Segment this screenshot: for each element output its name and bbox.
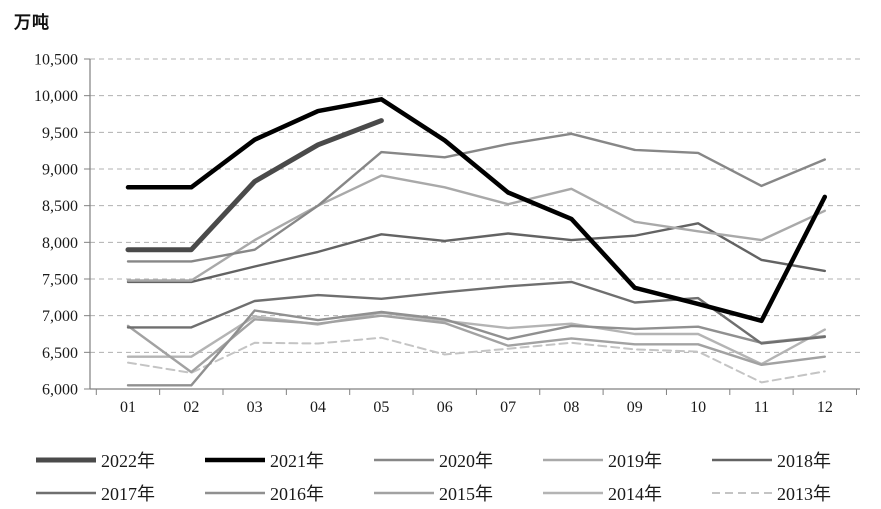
chart-legend: 2022年 2021年 2020年 2019年 2018年 2017年 2016年 2015年… [0, 443, 881, 509]
legend-item-2013: 2013年 [710, 476, 879, 509]
x-tick-label: 03 [247, 399, 263, 416]
x-tick-label: 08 [563, 399, 579, 416]
series-line-2022 [125, 118, 384, 253]
x-tick-label: 10 [690, 399, 706, 416]
series-line-2020 [126, 132, 826, 263]
legend-label: 2019年 [608, 450, 662, 471]
x-tick-label: 02 [183, 399, 199, 416]
legend-label: 2016年 [270, 483, 324, 504]
x-tick-label: 09 [627, 399, 643, 416]
x-tick-label: 04 [310, 399, 326, 416]
legend-swatch [374, 458, 434, 461]
x-tick-label: 07 [500, 399, 516, 416]
y-tick-label: 8,500 [42, 198, 78, 215]
legend-item-2014: 2014年 [541, 476, 710, 509]
legend-label: 2013年 [777, 483, 831, 504]
legend-item-2016: 2016年 [203, 476, 372, 509]
legend-item-2019: 2019年 [541, 443, 710, 476]
legend-label: 2022年 [101, 450, 155, 471]
series-line-2019 [126, 174, 826, 282]
x-tick-label: 11 [754, 399, 769, 416]
x-tick-label: 06 [437, 399, 453, 416]
legend-label: 2018年 [777, 450, 831, 471]
legend-swatch [543, 458, 603, 461]
legend-item-2022: 2022年 [34, 443, 203, 476]
y-tick-label: 10,500 [34, 52, 78, 69]
series-line-2015 [126, 314, 826, 374]
series-line-2021 [125, 97, 828, 324]
y-tick-label: 8,000 [42, 235, 78, 252]
chart-canvas: 10,500 10,000 9,500 9,000 8,500 8,000 7,500 7,0… [34, 52, 860, 416]
y-tick-label: 7,500 [42, 272, 78, 289]
x-tick-label: 05 [373, 399, 389, 416]
legend-swatch [374, 491, 434, 494]
legend-item-2015: 2015年 [372, 476, 541, 509]
x-tick-label: 12 [817, 399, 833, 416]
series-line-2018 [126, 222, 826, 284]
y-tick-label: 10,000 [34, 88, 78, 105]
legend-item-2017: 2017年 [34, 476, 203, 509]
legend-item-2021: 2021年 [203, 443, 372, 476]
y-axis-unit-label: 万吨 [14, 13, 50, 32]
y-tick-label: 6,000 [42, 382, 78, 399]
legend-label: 2021年 [270, 450, 324, 471]
y-tick-label: 7,000 [42, 308, 78, 325]
y-tick-label: 9,000 [42, 162, 78, 179]
legend-swatch [712, 458, 772, 461]
legend-row: 2022年 2021年 2020年 2019年 2018年 [0, 443, 881, 476]
legend-label: 2017年 [101, 483, 155, 504]
legend-label: 2015年 [439, 483, 493, 504]
legend-swatch [36, 457, 96, 462]
legend-row: 2017年 2016年 2015年 2014年 2013年 [0, 476, 881, 509]
y-tick-label: 9,500 [42, 125, 78, 142]
legend-swatch [712, 491, 772, 494]
legend-swatch [205, 491, 265, 494]
legend-label: 2014年 [608, 483, 662, 504]
legend-swatch [205, 457, 265, 462]
legend-item-2018: 2018年 [710, 443, 879, 476]
series-line-2013 [127, 336, 826, 384]
series-line-2016 [126, 309, 826, 387]
legend-item-2020: 2020年 [372, 443, 541, 476]
x-tick-label: 01 [120, 399, 136, 416]
y-tick-label: 6,500 [42, 345, 78, 362]
legend-label: 2020年 [439, 450, 493, 471]
legend-swatch [36, 491, 96, 494]
legend-swatch [543, 491, 603, 494]
